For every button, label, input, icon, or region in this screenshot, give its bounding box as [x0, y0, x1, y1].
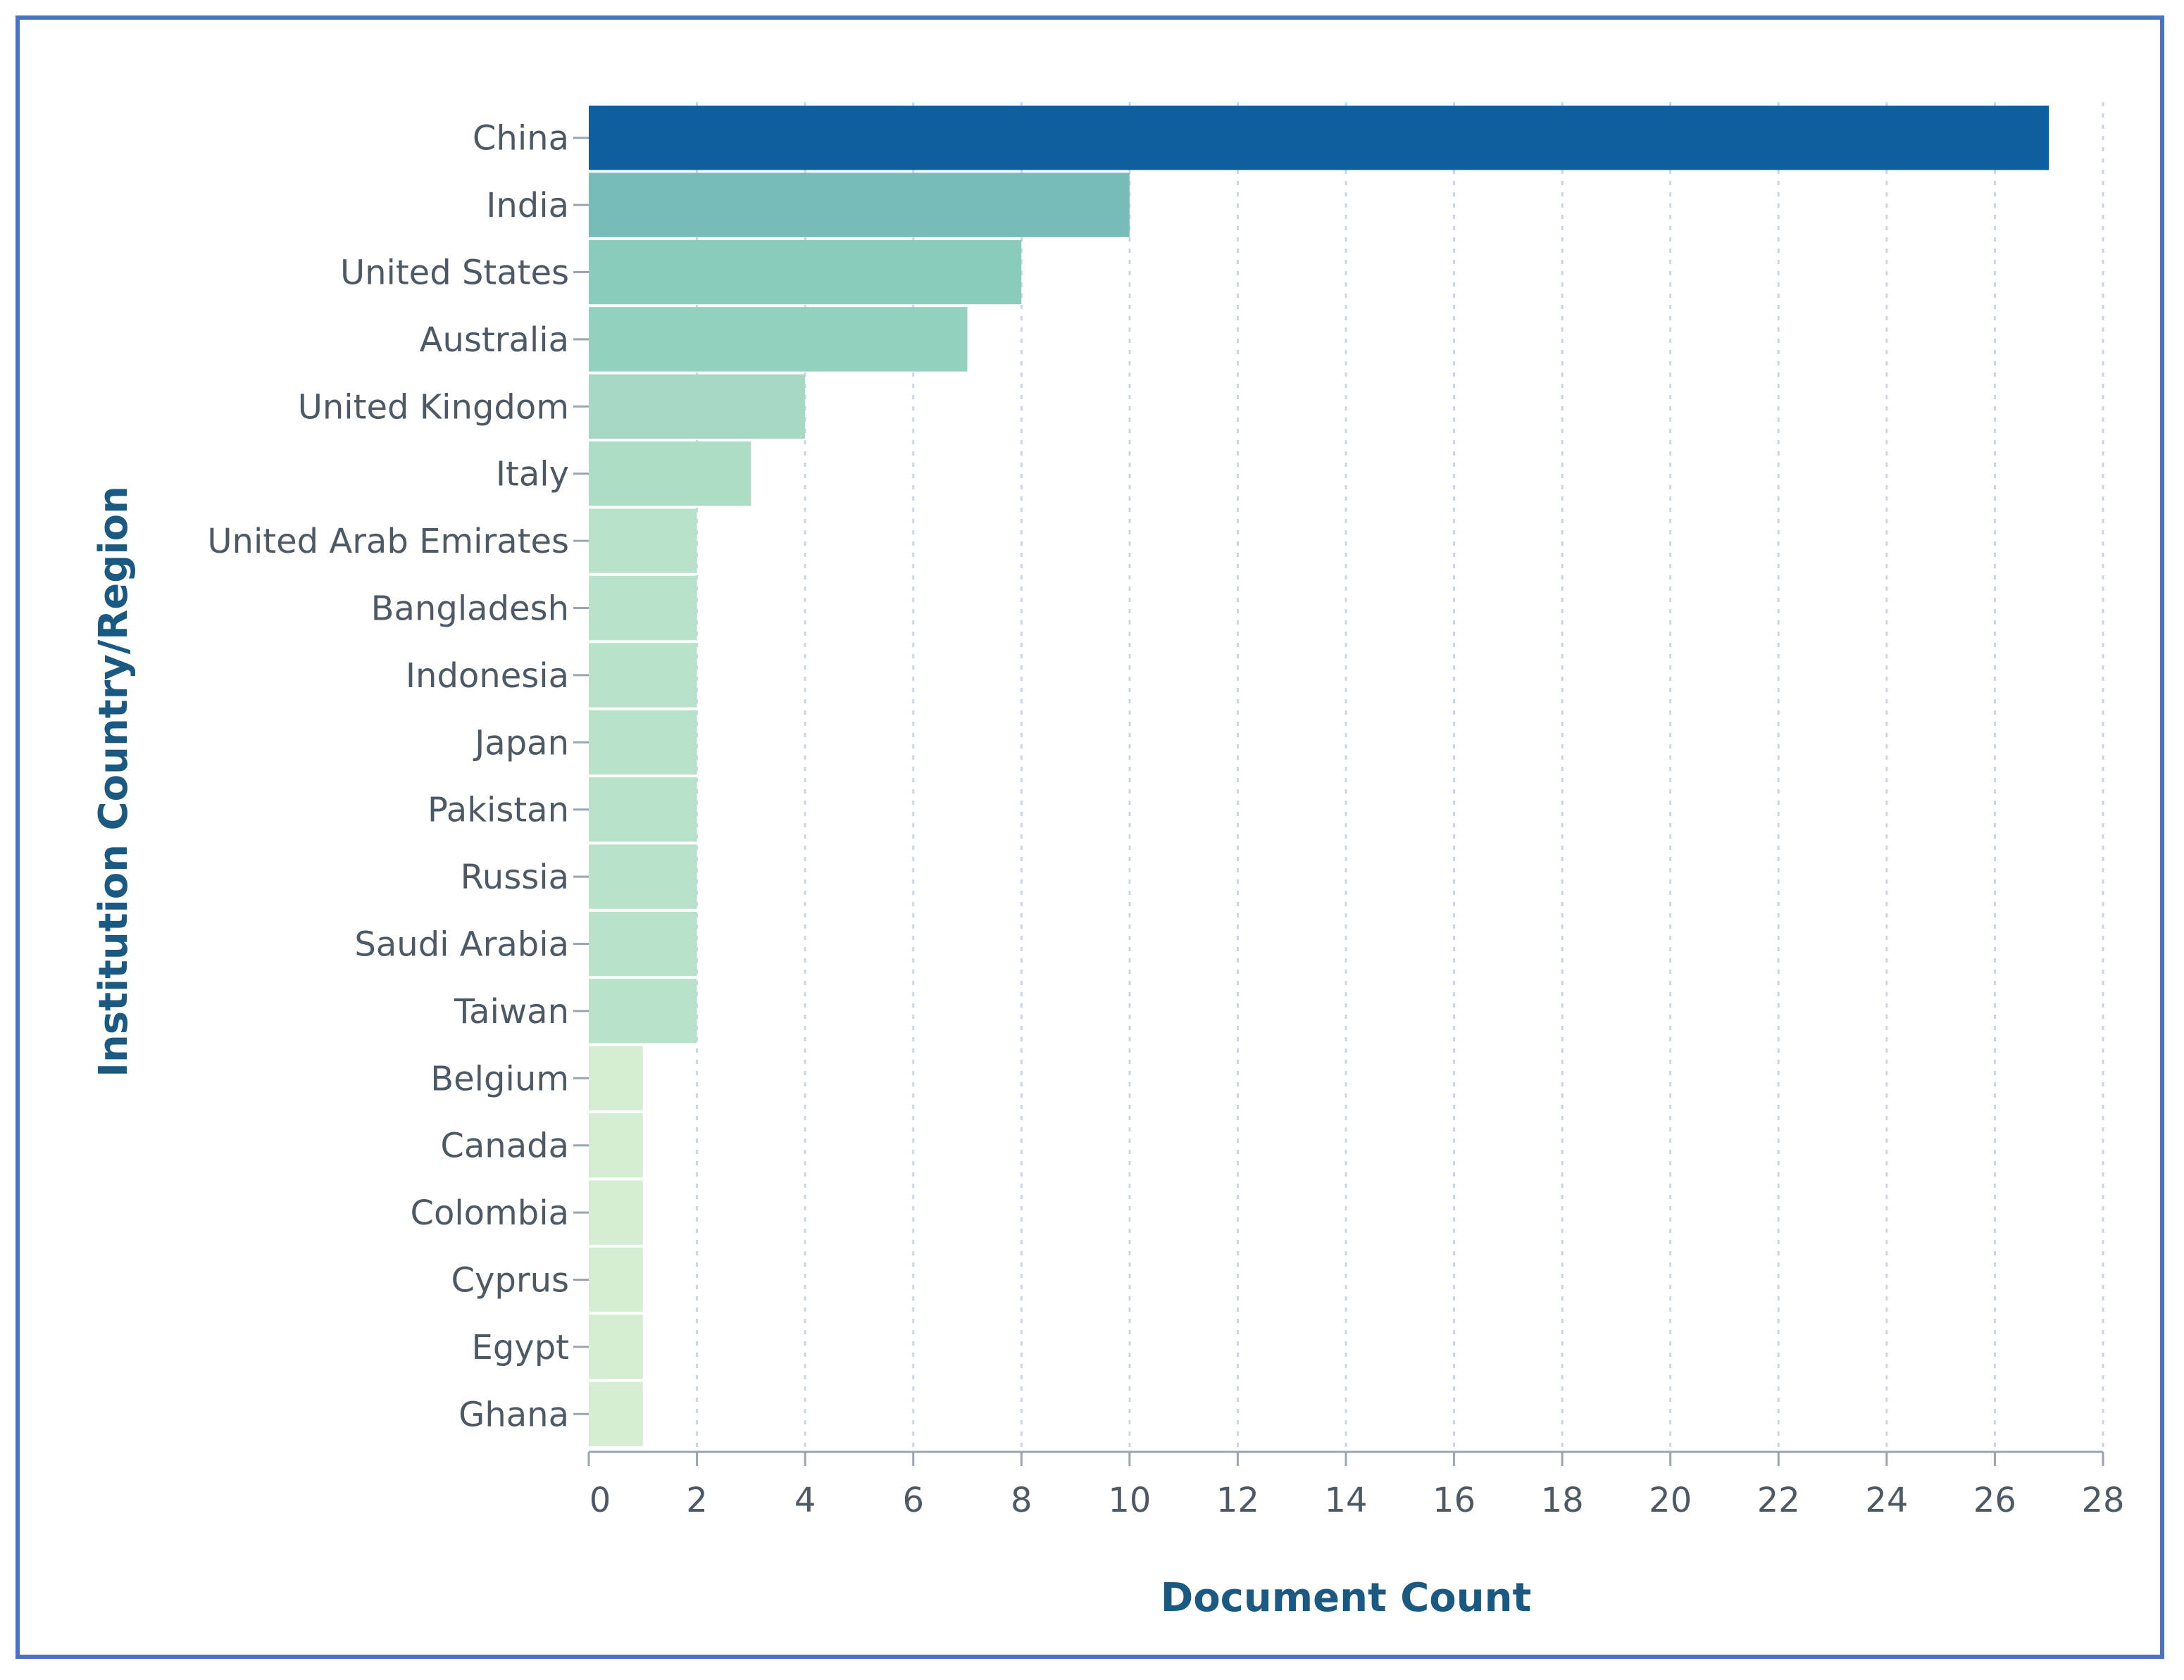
y-tick-label: Colombia	[410, 1193, 569, 1233]
bar-indonesia[interactable]	[589, 643, 697, 708]
gridlines	[696, 102, 2104, 1452]
y-tick-label: Italy	[496, 455, 569, 494]
y-tick-label: Ghana	[458, 1395, 569, 1434]
y-tick-label: India	[486, 186, 569, 225]
y-tick-label: Egypt	[472, 1328, 570, 1367]
y-axis-title: Institution Country/Region	[91, 486, 137, 1077]
bar-united-kingdom[interactable]	[589, 374, 806, 439]
y-tick-label: Taiwan	[454, 992, 569, 1032]
y-tick-label: Australia	[420, 320, 569, 360]
x-tick-label: 6	[902, 1481, 924, 1520]
x-tick-label: 8	[1011, 1481, 1032, 1520]
bar-taiwan[interactable]	[589, 979, 697, 1043]
bar-italy[interactable]	[589, 441, 751, 506]
y-tick-label: China	[473, 119, 569, 158]
bar-ghana[interactable]	[589, 1381, 643, 1446]
y-tick-label: Bangladesh	[371, 589, 569, 629]
y-tick-label: Japan	[473, 723, 569, 763]
x-tick-label: 20	[1649, 1481, 1692, 1520]
y-tick-label: Russia	[461, 858, 569, 897]
bars	[589, 106, 2049, 1446]
x-tick-label: 14	[1324, 1481, 1367, 1520]
y-tick-labels: China India United States Australia United K…	[207, 119, 589, 1434]
x-tick-labels: 0 2 4 6 8 10 12 14 16 18 20 22 24 26 28	[587, 1452, 2125, 1520]
x-tick-label: 16	[1433, 1481, 1475, 1520]
x-tick-label: 24	[1865, 1481, 1908, 1520]
bar-canada[interactable]	[589, 1113, 643, 1178]
chart-frame	[15, 15, 2164, 1659]
y-tick-label: United Kingdom	[298, 387, 569, 427]
y-tick-label: Cyprus	[451, 1261, 569, 1300]
y-tick-label: Pakistan	[428, 791, 569, 830]
x-tick-label: 12	[1216, 1481, 1259, 1520]
x-tick-label: 0	[589, 1481, 611, 1520]
bar-united-arab-emirates[interactable]	[589, 508, 697, 573]
bar-pakistan[interactable]	[589, 777, 697, 842]
bar-cyprus[interactable]	[589, 1247, 643, 1312]
bar-saudi-arabia[interactable]	[589, 911, 697, 977]
bar-china[interactable]	[589, 106, 2049, 170]
bar-egypt[interactable]	[589, 1315, 643, 1379]
x-tick-label: 18	[1541, 1481, 1584, 1520]
x-tick-label: 2	[686, 1481, 708, 1520]
y-tick-label: Indonesia	[406, 656, 569, 696]
x-tick-label: 28	[2081, 1481, 2124, 1520]
y-tick-label: United States	[340, 253, 569, 293]
y-tick-label: Canada	[440, 1127, 569, 1166]
bar-belgium[interactable]	[589, 1046, 643, 1110]
y-tick-label: Saudi Arabia	[354, 925, 569, 965]
x-tick-label: 26	[1973, 1481, 2016, 1520]
x-tick-label: 22	[1757, 1481, 1800, 1520]
bar-australia[interactable]	[589, 307, 968, 372]
x-tick-label: 10	[1108, 1481, 1151, 1520]
bar-colombia[interactable]	[589, 1180, 643, 1245]
bar-japan[interactable]	[589, 710, 697, 775]
bar-india[interactable]	[589, 173, 1130, 237]
bar-united-states[interactable]	[589, 239, 1022, 305]
bar-bangladesh[interactable]	[589, 575, 697, 641]
x-axis-title: Document Count	[1161, 1575, 1532, 1621]
y-tick-label: United Arab Emirates	[207, 522, 569, 561]
x-tick-label: 4	[794, 1481, 816, 1520]
bar-russia[interactable]	[589, 844, 697, 909]
y-tick-label: Belgium	[430, 1059, 569, 1098]
